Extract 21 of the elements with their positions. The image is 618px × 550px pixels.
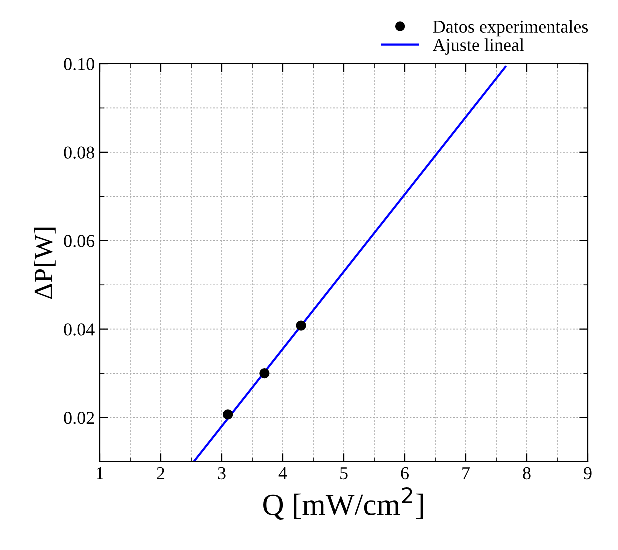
y-tick-label: 0.08 (64, 146, 94, 159)
y-tick-label: 0.06 (64, 235, 95, 248)
y-axis-title: ΔP[W] (34, 228, 56, 300)
x-tick-label: 4 (278, 468, 288, 480)
point (223, 410, 234, 420)
x-tick-label: 1 (97, 467, 104, 480)
legend-label: Datos experimentales (433, 20, 588, 37)
y-tick-label: 0.04 (64, 324, 95, 336)
x-tick-label: 2 (157, 467, 165, 480)
x-tick-label: 7 (462, 468, 470, 480)
point (296, 320, 306, 331)
x-tick-label: 9 (584, 467, 592, 480)
x-axis-title: Q [mW/cm$^{2}$] (264, 487, 424, 520)
x-tick-label: 5 (340, 468, 348, 480)
x-tick-label: 8 (523, 467, 531, 480)
x-tick-label: 3 (218, 467, 226, 480)
y-tick-label: 0.02 (64, 412, 94, 424)
legend-label: Ajuste lineal (432, 38, 524, 55)
y-tick-label: 0.10 (64, 58, 94, 71)
x-tick-label: 6 (401, 467, 409, 480)
point (260, 368, 270, 379)
